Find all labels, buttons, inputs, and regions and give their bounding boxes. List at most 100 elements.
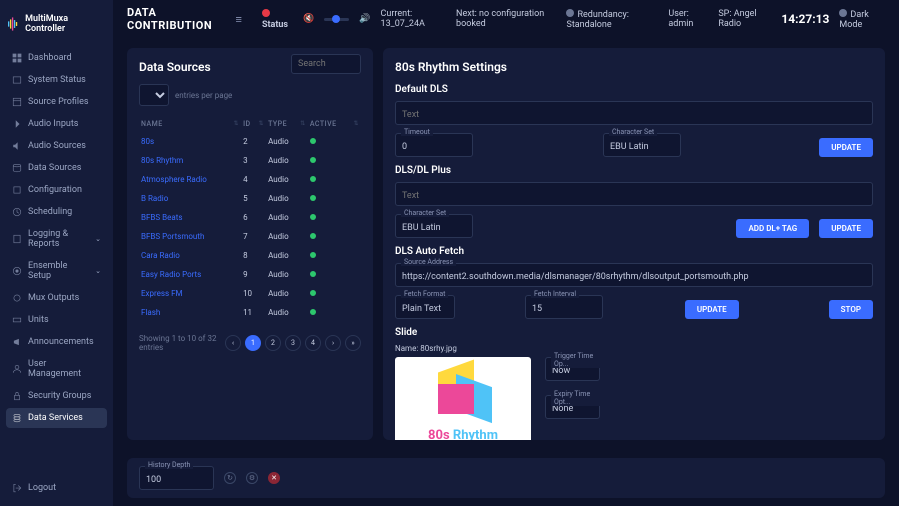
dls-plus-text[interactable] xyxy=(395,182,873,206)
col-type: TYPE⇅ xyxy=(266,116,308,132)
page-prev[interactable]: ‹ xyxy=(225,335,241,351)
table-row[interactable]: 80s Rhythm3Audio xyxy=(139,151,361,170)
source-link[interactable]: 80s xyxy=(141,137,154,146)
nav-announcements[interactable]: Announcements xyxy=(6,332,107,352)
settings-panel: 80s Rhythm Settings Default DLS Timeout … xyxy=(383,48,885,440)
page-3[interactable]: 3 xyxy=(285,335,301,351)
table-row[interactable]: B Radio5Audio xyxy=(139,189,361,208)
bottom-bar: History Depth ↻ ⚙ ✕ xyxy=(113,450,899,506)
source-link[interactable]: Express FM xyxy=(141,289,183,298)
dark-mode-toggle[interactable]: Dark Mode xyxy=(839,9,885,30)
fetch-stop-btn[interactable]: STOP xyxy=(829,300,873,319)
refresh-icon[interactable]: ↻ xyxy=(224,472,236,484)
nav-system-status[interactable]: System Status xyxy=(6,70,107,90)
dls-plus-title: DLS/DL Plus xyxy=(395,165,873,176)
source-link[interactable]: B Radio xyxy=(141,194,168,203)
active-indicator xyxy=(310,157,316,163)
page-4[interactable]: 4 xyxy=(305,335,321,351)
nav-dashboard[interactable]: Dashboard xyxy=(6,48,107,68)
data-sources-panel: Data Sources 10 entries per page NAME⇅ I… xyxy=(127,48,373,440)
nav-ensemble[interactable]: Ensemble Setup⌄ xyxy=(6,256,107,286)
source-link[interactable]: 80s Rhythm xyxy=(141,156,183,165)
search-input[interactable] xyxy=(291,54,361,74)
active-indicator xyxy=(310,252,316,258)
table-row[interactable]: Flash11Audio xyxy=(139,303,361,322)
table-row[interactable]: BFBS Portsmouth7Audio xyxy=(139,227,361,246)
fetch-update-btn[interactable]: UPDATE xyxy=(685,300,739,319)
timeout-input[interactable] xyxy=(395,133,473,157)
table-row[interactable]: 80s2Audio xyxy=(139,132,361,151)
page-next[interactable]: › xyxy=(325,335,341,351)
settings-icon[interactable]: ⚙ xyxy=(246,472,258,484)
slide-title: Slide xyxy=(395,327,873,338)
page-title: DATA CONTRIBUTION xyxy=(127,6,226,32)
source-link[interactable]: Atmosphere Radio xyxy=(141,175,207,184)
nav-scheduling[interactable]: Scheduling xyxy=(6,202,107,222)
entries-label: entries per page xyxy=(175,91,232,100)
nav-security[interactable]: Security Groups xyxy=(6,386,107,406)
nav-data-sources[interactable]: Data Sources xyxy=(6,158,107,178)
source-address-input[interactable] xyxy=(395,263,873,287)
volume-slider[interactable] xyxy=(324,18,349,21)
default-dls-text[interactable] xyxy=(395,101,873,125)
table-row[interactable]: Easy Radio Ports9Audio xyxy=(139,265,361,284)
active-indicator xyxy=(310,271,316,277)
sidebar: MultiMuxa Controller Dashboard System St… xyxy=(0,0,113,506)
showing-text: Showing 1 to 10 of 32 entries xyxy=(139,334,225,352)
page-size-select[interactable]: 10 xyxy=(139,84,169,106)
page-2[interactable]: 2 xyxy=(265,335,281,351)
add-dl-tag-btn[interactable]: ADD DL+ TAG xyxy=(736,219,809,238)
table-row[interactable]: Express FM10Audio xyxy=(139,284,361,303)
clock: 14:27:13 xyxy=(781,12,829,26)
table-row[interactable]: Atmosphere Radio4Audio xyxy=(139,170,361,189)
slide-name: Name: 80srhy.jpg xyxy=(395,344,873,353)
source-link[interactable]: Flash xyxy=(141,308,160,317)
col-name: NAME⇅ xyxy=(139,116,241,132)
user-label: User: admin xyxy=(668,9,708,29)
source-link[interactable]: Easy Radio Ports xyxy=(141,270,201,279)
stop-icon[interactable]: ✕ xyxy=(268,472,280,484)
status-indicator: Status xyxy=(262,9,293,30)
pagination: ‹ 1 2 3 4 › » xyxy=(225,335,361,351)
page-last[interactable]: » xyxy=(345,335,361,351)
active-indicator xyxy=(310,214,316,220)
nav-source-profiles[interactable]: Source Profiles xyxy=(6,92,107,112)
data-sources-table: NAME⇅ ID⇅ TYPE⇅ ACTIVE⇅ 80s2Audio80s Rhy… xyxy=(139,116,361,322)
current-config: Current: 13_07_24A xyxy=(381,9,447,29)
update-default-btn[interactable]: UPDATE xyxy=(819,138,873,157)
nav-logging[interactable]: Logging & Reports⌄ xyxy=(6,224,107,254)
nav-units[interactable]: Units xyxy=(6,310,107,330)
active-indicator xyxy=(310,309,316,315)
source-link[interactable]: BFBS Beats xyxy=(141,213,182,222)
nav-configuration[interactable]: Configuration xyxy=(6,180,107,200)
fetch-interval-input[interactable] xyxy=(525,295,603,319)
next-config: Next: no configuration booked xyxy=(456,9,556,29)
active-indicator xyxy=(310,195,316,201)
nav-data-services[interactable]: Data Services xyxy=(6,408,107,428)
page-1[interactable]: 1 xyxy=(245,335,261,351)
nav-mux[interactable]: Mux Outputs xyxy=(6,288,107,308)
redundancy: Redundancy: Standalone xyxy=(566,9,658,30)
chevron-down-icon: ⌄ xyxy=(95,235,101,243)
active-indicator xyxy=(310,138,316,144)
volume-down-icon[interactable]: 🔇 xyxy=(303,14,314,24)
nav-audio-sources[interactable]: Audio Sources xyxy=(6,136,107,156)
source-link[interactable]: Cara Radio xyxy=(141,251,180,260)
volume-up-icon[interactable]: 🔊 xyxy=(359,14,370,24)
menu-icon[interactable]: ≡ xyxy=(236,13,242,26)
active-indicator xyxy=(310,290,316,296)
history-depth-input[interactable] xyxy=(139,466,214,490)
sp-label: SP: Angel Radio xyxy=(718,9,771,29)
update-dlplus-btn[interactable]: UPDATE xyxy=(819,219,873,238)
auto-fetch-title: DLS Auto Fetch xyxy=(395,246,873,257)
charset2-input[interactable] xyxy=(395,214,473,238)
table-row[interactable]: BFBS Beats6Audio xyxy=(139,208,361,227)
source-link[interactable]: BFBS Portsmouth xyxy=(141,232,204,241)
fetch-format-input[interactable] xyxy=(395,295,455,319)
col-active: ACTIVE⇅ xyxy=(308,116,361,132)
table-row[interactable]: Cara Radio8Audio xyxy=(139,246,361,265)
charset-input[interactable] xyxy=(603,133,681,157)
nav-logout[interactable]: Logout xyxy=(6,478,107,498)
nav-audio-inputs[interactable]: Audio Inputs xyxy=(6,114,107,134)
nav-user-mgmt[interactable]: User Management xyxy=(6,354,107,384)
